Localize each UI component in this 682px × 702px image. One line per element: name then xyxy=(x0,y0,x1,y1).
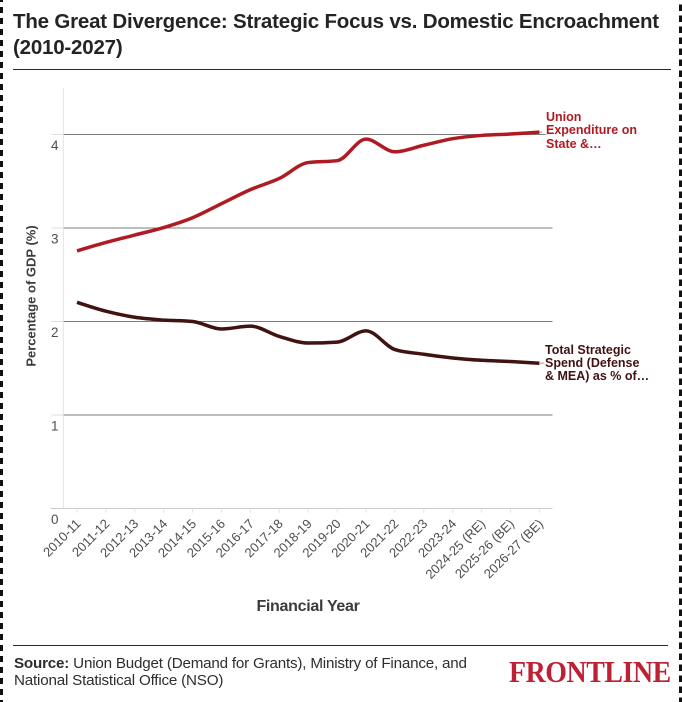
svg-text:2: 2 xyxy=(51,325,59,340)
svg-text:3: 3 xyxy=(51,232,59,247)
svg-text:1: 1 xyxy=(51,419,59,434)
svg-text:0: 0 xyxy=(51,512,59,527)
svg-text:4: 4 xyxy=(51,138,59,153)
